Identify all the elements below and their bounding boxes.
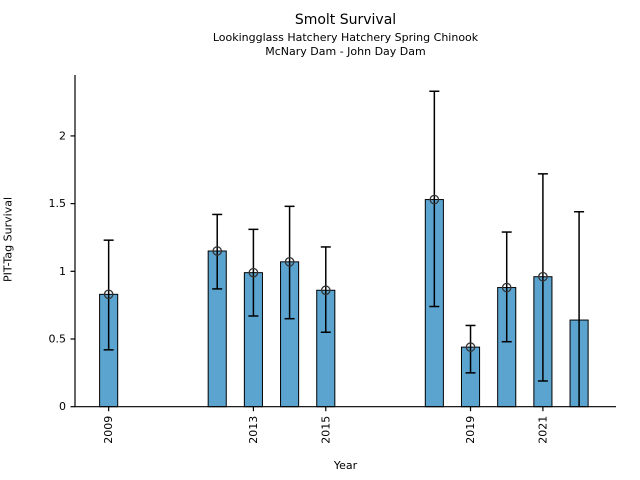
point-marker-2019 (465, 342, 476, 352)
point-marker-2014 (284, 256, 295, 267)
y-tick-label-0: 0 (59, 400, 66, 413)
chart-subtitle-line2: McNary Dam - John Day Dam (265, 45, 426, 58)
point-marker-2012 (212, 246, 223, 256)
chart-title: Smolt Survival (294, 12, 397, 28)
y-tick-label-2: 2 (59, 129, 66, 142)
point-marker-2018 (429, 194, 440, 205)
y-tick-label-1: 1 (59, 265, 66, 278)
y-tick-label-0.5: 0.5 (49, 333, 67, 346)
x-tick-label-2015: 2015 (319, 416, 332, 444)
point-marker-2020 (501, 282, 512, 293)
point-marker-2021 (538, 271, 548, 282)
x-tick-label-2019: 2019 (464, 416, 477, 444)
y-tick-label-1.5: 1.5 (49, 197, 67, 210)
x-tick-label-2021: 2021 (536, 416, 549, 444)
x-axis-label: Year (333, 459, 358, 472)
point-marker-2015 (320, 285, 331, 296)
chart-subtitle-line1: Lookingglass Hatchery Hatchery Spring Ch… (212, 31, 479, 44)
point-marker-2009 (103, 289, 114, 300)
point-marker-2013 (248, 267, 259, 278)
x-tick-label-2009: 2009 (102, 416, 115, 444)
x-tick-label-2013: 2013 (247, 416, 260, 444)
